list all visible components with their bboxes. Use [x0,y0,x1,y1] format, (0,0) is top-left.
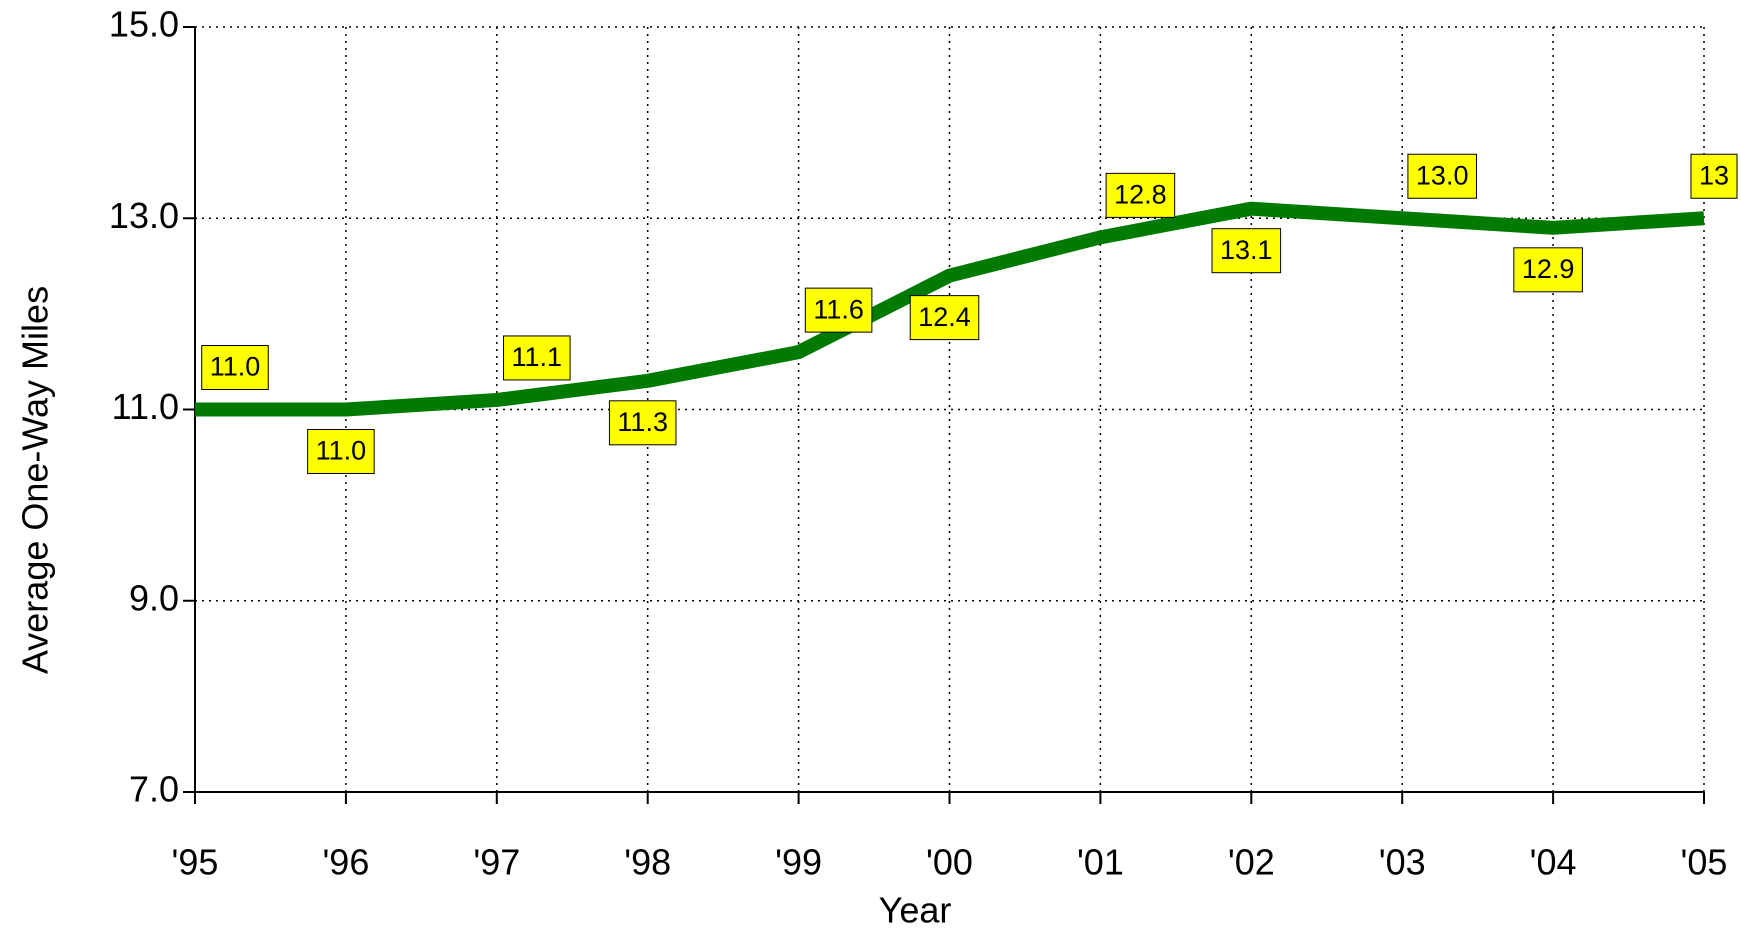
x-axis-title: Year [879,890,952,931]
x-tick-label: '04 [1530,842,1577,883]
data-label-text: 12.4 [918,302,971,332]
x-tick-label: '02 [1228,842,1275,883]
data-label-box [909,295,980,341]
data-label-text: 12.8 [1114,180,1167,210]
data-label: 12.4 [909,295,980,341]
line-series [195,201,1705,417]
data-label: 12.8 [1105,172,1176,218]
data-label: 13.1 [1211,228,1282,274]
data-label-box [1407,153,1477,199]
data-label: 11.6 [804,287,873,333]
x-tick-label: '99 [775,842,822,883]
data-label-text: 11.0 [210,352,261,382]
x-tick-label: '00 [926,842,973,883]
data-label-box [201,345,269,390]
data-label: 13 [1690,153,1738,199]
data-label: 11.0 [307,429,375,474]
data-label-text: 13 [1699,160,1729,190]
data-label-text: 13.1 [1220,235,1273,265]
data-label-text: 12.9 [1522,254,1575,284]
x-tick-label: '03 [1379,842,1426,883]
x-tick-label: '95 [172,842,219,883]
y-tick-label: 15.0 [109,4,179,45]
data-label-text: 11.6 [813,294,864,324]
data-label-box [608,400,677,446]
data-label-box [804,287,873,333]
x-tick-label: '98 [624,842,671,883]
data-label-text: 11.3 [617,407,668,437]
y-tick-label: 7.0 [129,769,179,810]
data-label-box [1211,228,1282,274]
y-tick-label: 13.0 [109,195,179,236]
data-label: 11.3 [608,400,677,446]
data-label-box [1513,247,1583,293]
data-label-text: 13.0 [1416,160,1469,190]
x-tick-label: '96 [322,842,369,883]
data-label: 11.0 [201,345,269,390]
data-label-box [1105,172,1176,218]
data-label-box [1690,153,1738,199]
x-tick-label: '05 [1681,842,1728,883]
data-label: 11.1 [503,335,571,381]
x-tick-label: '97 [473,842,520,883]
y-tick-label: 9.0 [129,577,179,618]
data-label-box [307,429,375,474]
data-label: 12.9 [1513,247,1583,293]
y-axis-title: Average One-Way Miles [15,286,56,674]
data-label-text: 11.1 [512,342,563,372]
data-label: 13.0 [1407,153,1477,199]
data-label-text: 11.0 [316,436,367,466]
data-label-box [503,335,571,381]
y-tick-label: 11.0 [112,386,179,427]
x-tick-label: '01 [1077,842,1124,883]
